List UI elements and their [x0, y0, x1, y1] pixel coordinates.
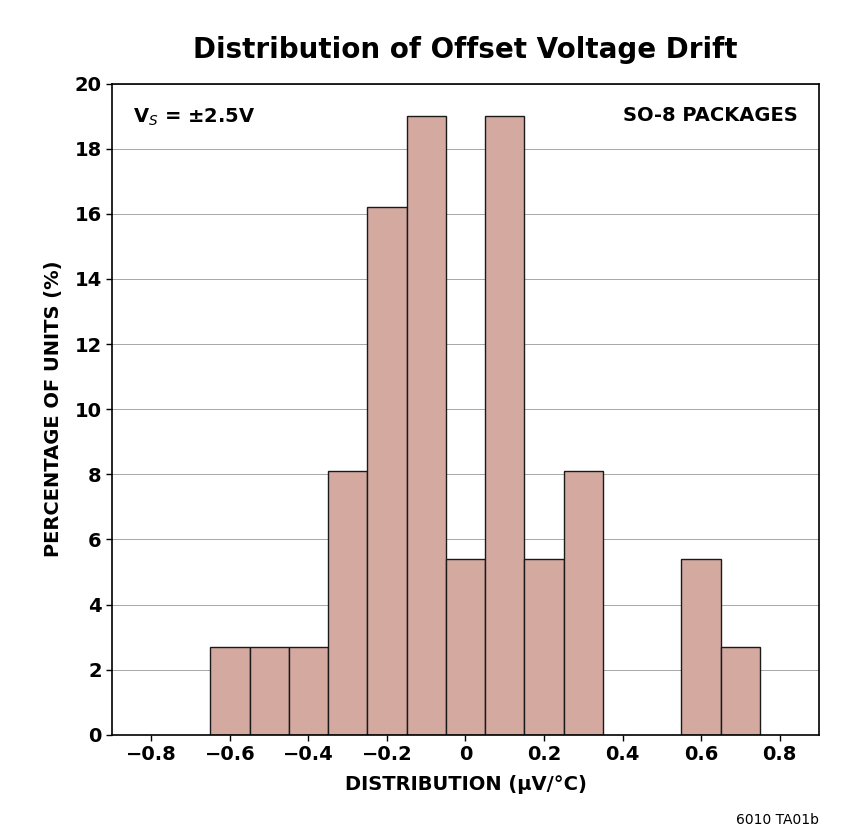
Bar [485, 116, 523, 735]
Bar [445, 559, 485, 735]
Bar [681, 559, 720, 735]
Bar [288, 647, 328, 735]
Bar [367, 207, 406, 735]
Bar [406, 116, 445, 735]
Bar [523, 559, 563, 735]
Bar [328, 471, 367, 735]
Bar [210, 647, 249, 735]
Y-axis label: PERCENTAGE OF UNITS (%): PERCENTAGE OF UNITS (%) [44, 261, 63, 558]
Bar [249, 647, 288, 735]
Title: Distribution of Offset Voltage Drift: Distribution of Offset Voltage Drift [193, 37, 737, 64]
X-axis label: DISTRIBUTION (μV/°C): DISTRIBUTION (μV/°C) [344, 776, 585, 794]
Text: V$_S$ = ±2.5V: V$_S$ = ±2.5V [133, 106, 255, 128]
Text: 6010 TA01b: 6010 TA01b [735, 812, 818, 827]
Text: SO-8 PACKAGES: SO-8 PACKAGES [623, 106, 796, 125]
Bar [563, 471, 602, 735]
Bar [720, 647, 759, 735]
